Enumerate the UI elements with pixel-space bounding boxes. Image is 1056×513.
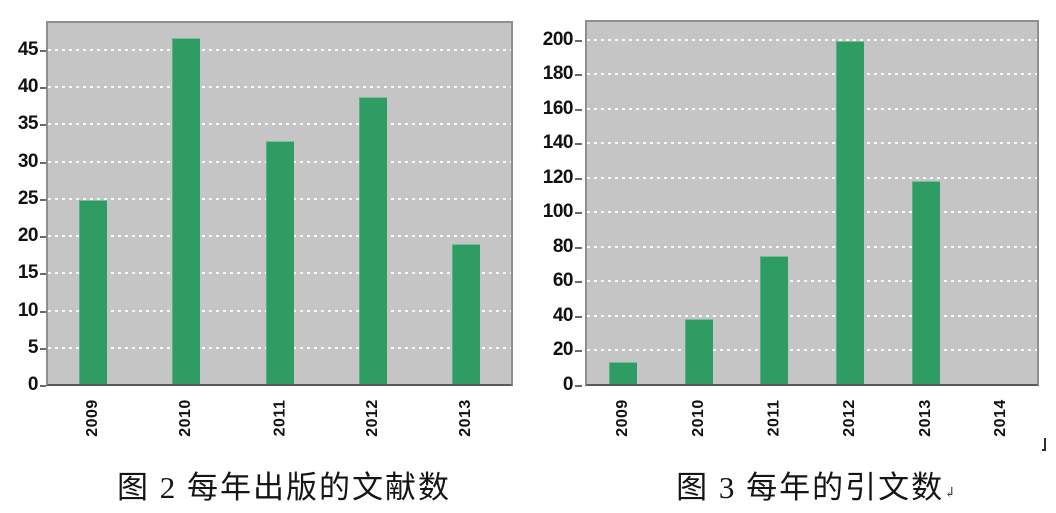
y-axis-label-45: 45 (17, 39, 39, 60)
y-axis-tick-140 (575, 143, 582, 145)
x-axis-label-2011: 2011 (269, 392, 291, 444)
y-axis-label-25: 25 (17, 188, 39, 209)
y-axis-tick-180 (575, 74, 582, 76)
y-axis-tick-0 (575, 385, 582, 387)
bar-2012 (359, 97, 387, 384)
x-axis-label-2012: 2012 (362, 392, 384, 444)
y-axis-label-80: 80 (552, 236, 574, 257)
y-axis-tick-40 (40, 87, 46, 89)
x-axis-label-2014: 2014 (990, 392, 1012, 444)
x-axis-label-2012: 2012 (839, 392, 861, 444)
bar-2011 (760, 256, 788, 384)
gridline-160 (587, 108, 1037, 110)
x-axis-label-2010: 2010 (688, 392, 710, 444)
figure-2-caption-text: 图 2 每年出版的文献数 (117, 470, 451, 505)
y-axis-tick-30 (40, 162, 46, 164)
x-axis-label-text-2013: 2013 (917, 399, 934, 437)
y-axis-tick-45 (40, 50, 46, 52)
y-axis-label-20: 20 (17, 225, 39, 246)
bar-2009 (609, 362, 637, 384)
y-axis-tick-200 (575, 40, 582, 42)
y-axis-label-140: 140 (542, 132, 574, 153)
figure-3-caption-text: 图 3 每年的引文数 (676, 470, 945, 505)
x-axis-label-text-2010: 2010 (690, 399, 707, 437)
x-axis-label-2009: 2009 (612, 392, 634, 444)
y-axis-tick-20 (575, 350, 582, 352)
gridline-80 (587, 246, 1037, 248)
x-axis-label-text-2009: 2009 (614, 399, 631, 437)
y-axis-label-35: 35 (17, 113, 39, 134)
gridline-35 (48, 123, 511, 125)
gridline-120 (587, 177, 1037, 179)
y-axis-tick-25 (40, 199, 46, 201)
y-axis-label-120: 120 (542, 167, 574, 188)
bar-2013 (912, 181, 940, 384)
figure-3-caption: 图 3 每年的引文数↲ (676, 462, 956, 507)
plot-area (46, 21, 513, 386)
x-axis-label-2009: 2009 (82, 392, 104, 444)
y-axis-tick-35 (40, 124, 46, 126)
y-axis-label-40: 40 (552, 305, 574, 326)
y-axis-label-30: 30 (17, 151, 39, 172)
x-axis-label-text-2009: 2009 (84, 399, 101, 437)
y-axis-label-60: 60 (552, 270, 574, 291)
x-axis-label-text-2012: 2012 (364, 399, 381, 437)
gridline-140 (587, 142, 1037, 144)
y-axis-label-5: 5 (27, 337, 39, 358)
y-axis-tick-10 (40, 311, 46, 313)
x-axis-label-2013: 2013 (915, 392, 937, 444)
gridline-20 (587, 349, 1037, 351)
page-edge-stray-mark (1042, 438, 1046, 451)
gridline-100 (587, 211, 1037, 213)
y-axis-label-15: 15 (17, 262, 39, 283)
y-axis-label-0: 0 (27, 374, 39, 395)
y-axis-tick-80 (575, 247, 582, 249)
x-axis-label-text-2011: 2011 (765, 399, 782, 437)
y-axis-label-160: 160 (542, 98, 574, 119)
plot-area (585, 20, 1039, 386)
y-axis-tick-15 (40, 273, 46, 275)
y-axis-label-100: 100 (542, 201, 574, 222)
y-axis-label-20: 20 (552, 339, 574, 360)
bar-2013 (452, 244, 480, 384)
gridline-60 (587, 280, 1037, 282)
x-axis-label-text-2010: 2010 (177, 399, 194, 437)
y-axis-tick-20 (40, 236, 46, 238)
x-axis-label-2011: 2011 (763, 392, 785, 444)
x-axis-label-text-2011: 2011 (271, 399, 288, 437)
y-axis-label-180: 180 (542, 63, 574, 84)
x-axis-label-text-2013: 2013 (457, 399, 474, 437)
word-return-mark: ↲ (944, 486, 956, 501)
bar-2012 (836, 41, 864, 384)
y-axis-tick-160 (575, 109, 582, 111)
bar-2009 (79, 200, 107, 384)
y-axis-tick-40 (575, 316, 582, 318)
y-axis-label-200: 200 (542, 29, 574, 50)
gridline-40 (48, 86, 511, 88)
gridline-200 (587, 39, 1037, 41)
x-axis-label-text-2012: 2012 (841, 399, 858, 437)
bar-2010 (172, 38, 200, 384)
bar-2010 (685, 319, 713, 384)
y-axis-label-10: 10 (17, 300, 39, 321)
bar-2011 (266, 141, 294, 384)
y-axis-tick-60 (575, 281, 582, 283)
gridline-45 (48, 49, 511, 51)
y-axis-tick-5 (40, 348, 46, 350)
y-axis-tick-100 (575, 212, 582, 214)
gridline-180 (587, 73, 1037, 75)
gridline-40 (587, 315, 1037, 317)
x-axis-label-2013: 2013 (455, 392, 477, 444)
x-axis-label-2010: 2010 (175, 392, 197, 444)
y-axis-tick-120 (575, 178, 582, 180)
x-axis-label-text-2014: 2014 (992, 399, 1009, 437)
y-axis-label-40: 40 (17, 76, 39, 97)
y-axis-tick-0 (40, 385, 46, 387)
y-axis-label-0: 0 (562, 374, 574, 395)
figure-2-caption: 图 2 每年出版的文献数 (117, 462, 451, 507)
